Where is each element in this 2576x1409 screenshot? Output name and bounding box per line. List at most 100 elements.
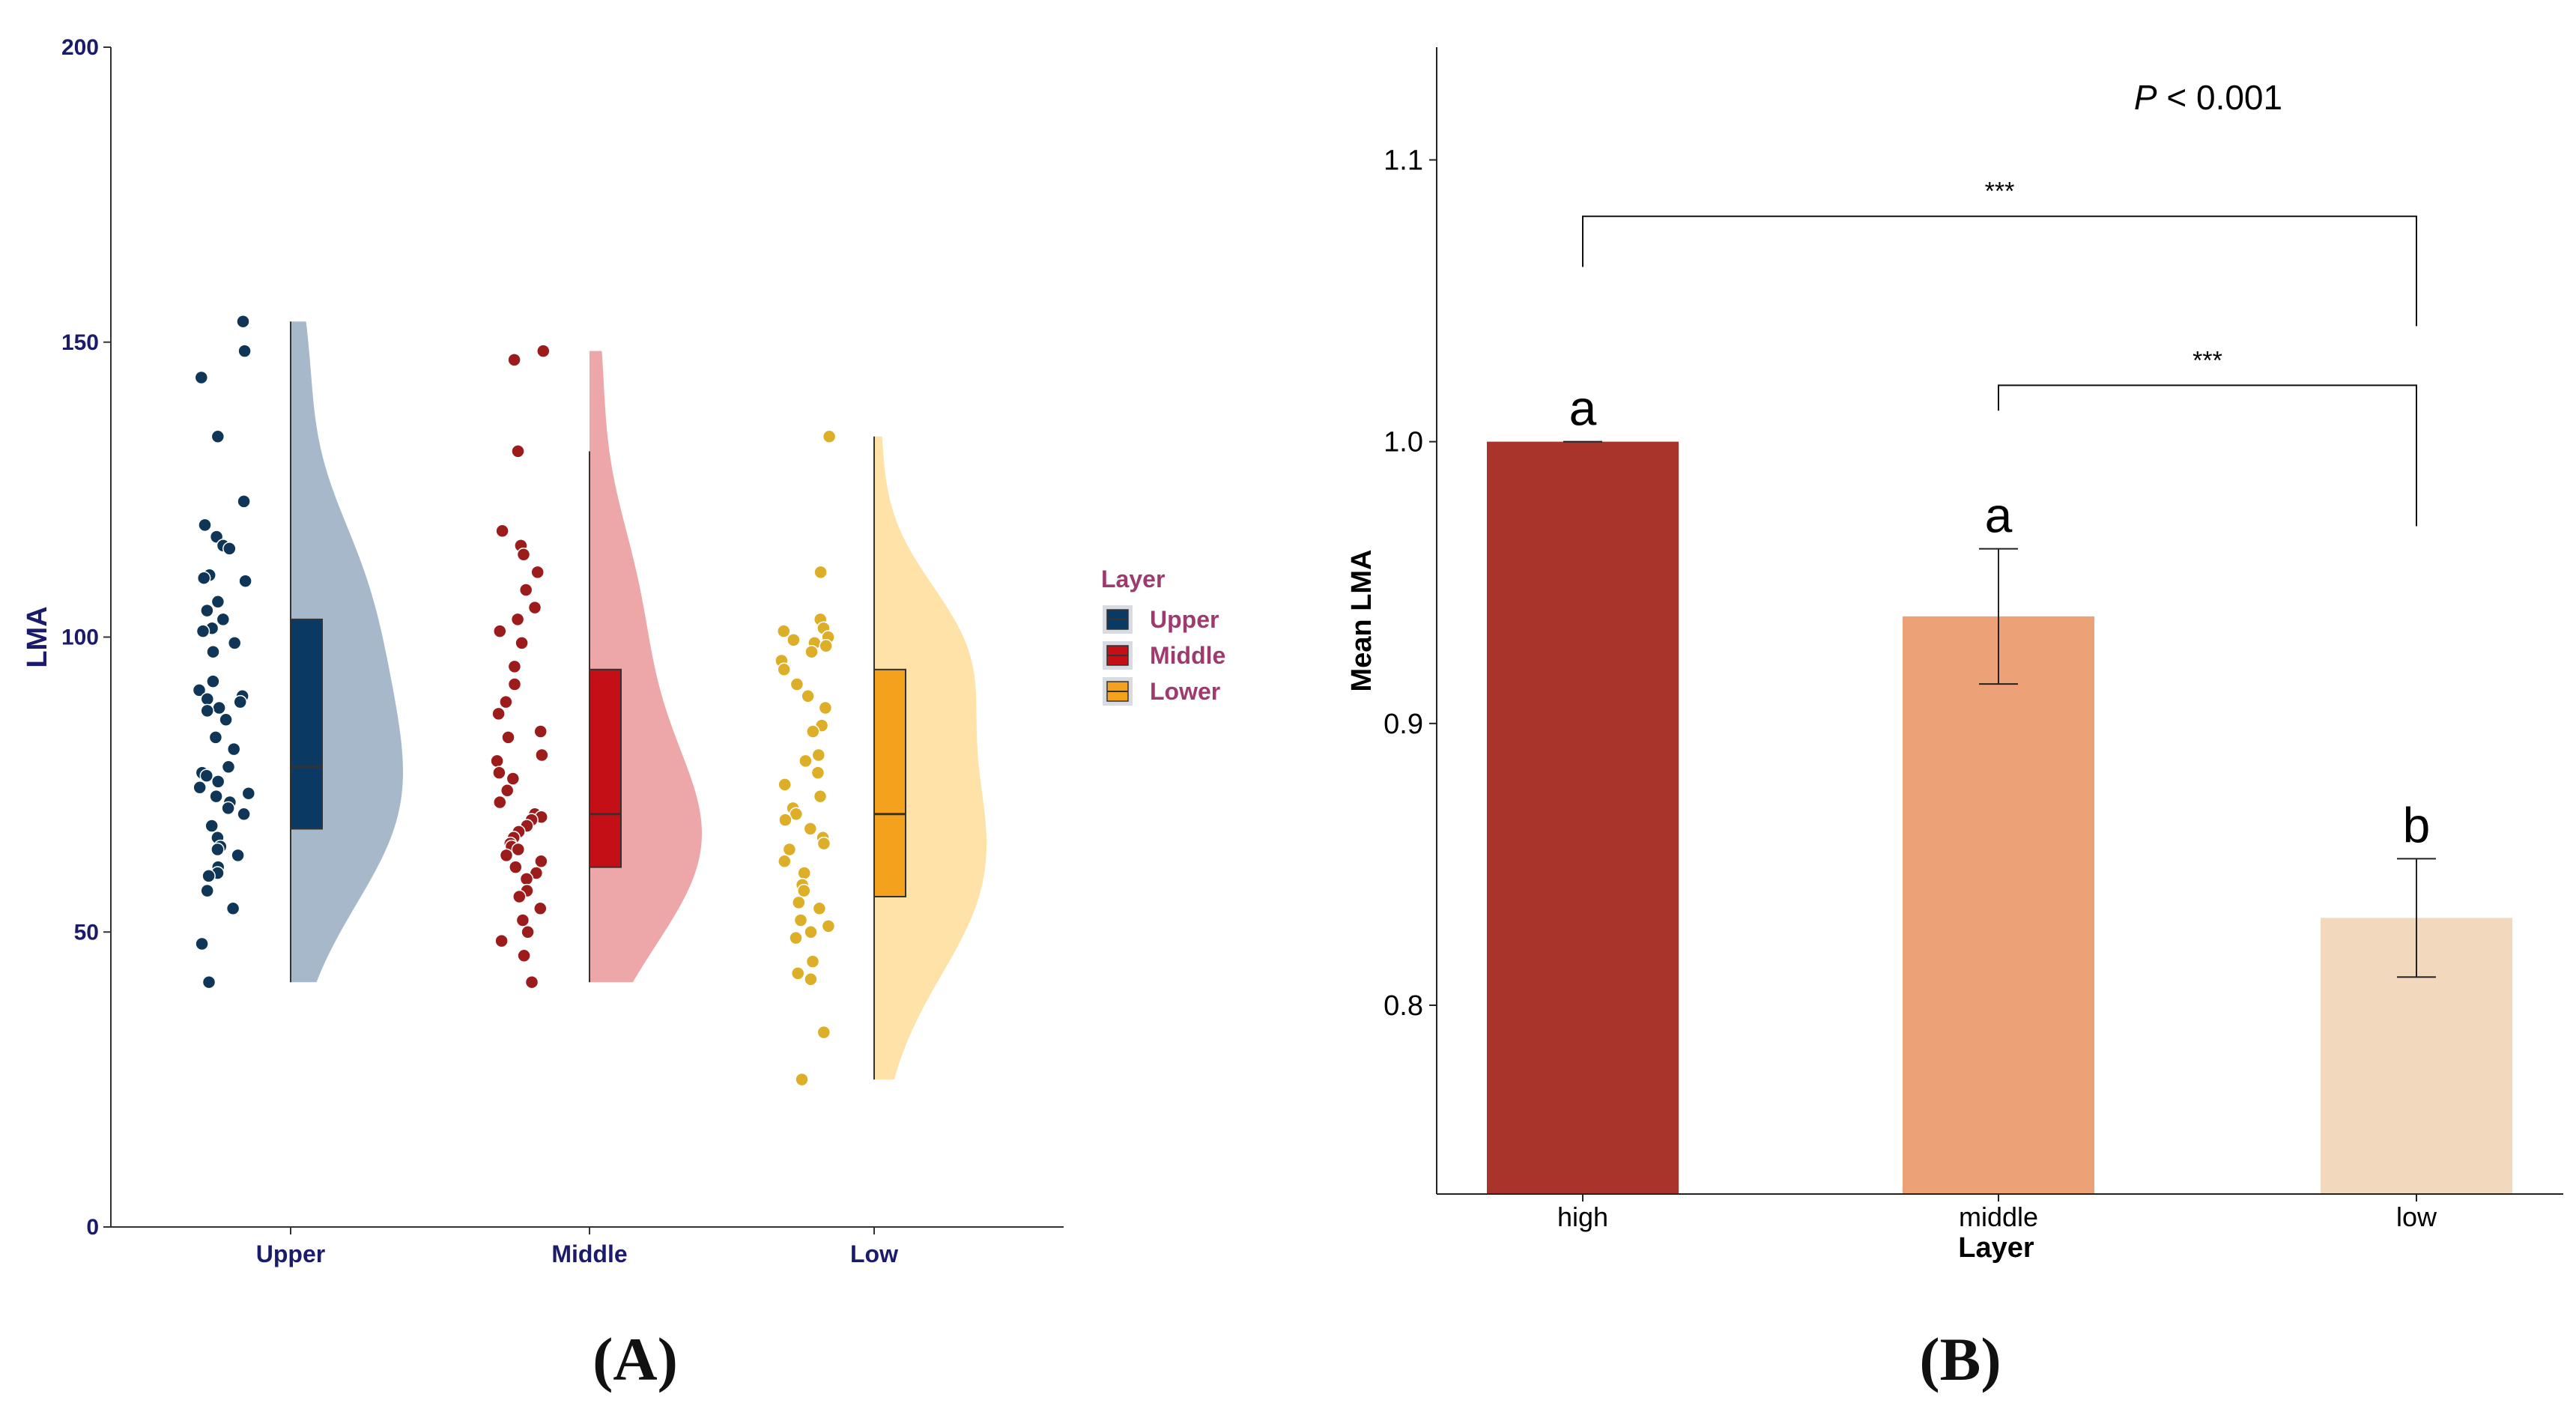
a-y-tick-label-50: 50 <box>74 920 99 945</box>
a-point-low-38 <box>789 930 803 945</box>
a-point-upper-26 <box>219 712 233 727</box>
b-bar-middle <box>1903 616 2094 1194</box>
b-bar-high <box>1487 441 1679 1194</box>
a-point-upper-25 <box>200 703 214 718</box>
a-point-middle-11 <box>515 636 529 650</box>
panel-a-raincloud-chart: Upper Middle Low 0 50 100 150 200 LMA Layer Uppe… <box>22 35 1225 1393</box>
a-point-upper-27 <box>208 730 223 745</box>
a-point-upper-33 <box>193 781 207 795</box>
a-point-middle-14 <box>499 694 513 709</box>
a-y-tick-label-0: 0 <box>86 1215 99 1240</box>
a-point-low-41 <box>804 972 818 987</box>
a-point-upper-19 <box>206 674 220 688</box>
a-point-upper-22 <box>200 691 215 706</box>
a-point-middle-2 <box>511 444 525 458</box>
b-p-value-annotation: P < 0.001 <box>2134 78 2282 117</box>
a-point-upper-49 <box>195 936 209 951</box>
a-point-middle-33 <box>499 848 514 863</box>
a-point-low-6 <box>787 633 801 647</box>
b-bar-layer <box>1487 441 2512 1194</box>
a-point-low-35 <box>793 913 808 927</box>
a-point-low-12 <box>790 677 804 691</box>
b-p-threshold: < 0.001 <box>2157 78 2283 117</box>
a-y-tick-label-150: 150 <box>61 330 99 355</box>
a-legend-label-lower: Lower <box>1150 678 1220 705</box>
a-point-middle-13 <box>507 677 522 691</box>
b-sig-bracket-1 <box>1998 384 2417 527</box>
a-x-tick-label-middle: Middle <box>551 1240 627 1267</box>
a-point-middle-41 <box>515 913 530 927</box>
a-point-upper-35 <box>209 789 223 804</box>
a-point-upper-24 <box>212 700 226 715</box>
a-point-middle-5 <box>516 548 531 562</box>
a-point-low-20 <box>778 778 792 792</box>
a-point-middle-32 <box>511 842 526 857</box>
a-density-low <box>874 436 987 1080</box>
a-point-upper-12 <box>210 595 225 609</box>
b-letter-high: a <box>1569 381 1597 436</box>
a-point-middle-37 <box>519 872 534 886</box>
a-point-upper-8 <box>222 542 237 556</box>
a-point-upper-13 <box>200 603 214 618</box>
a-y-axis-label: LMA <box>22 606 53 667</box>
a-point-middle-16 <box>533 724 548 739</box>
a-point-upper-0 <box>236 314 250 329</box>
a-point-low-21 <box>813 789 828 804</box>
a-point-low-39 <box>805 954 820 969</box>
b-axes: high middle low 0.8 0.9 1.0 1.1 <box>1384 47 2563 1232</box>
a-x-tick-label-low: Low <box>850 1240 898 1267</box>
a-point-upper-50 <box>201 975 216 990</box>
a-box-layer <box>290 321 906 1080</box>
a-point-low-27 <box>816 836 831 851</box>
b-sig-label-0: *** <box>1985 178 2015 206</box>
b-y-axis-label: Mean LMA <box>1346 550 1378 692</box>
a-legend-label-upper: Upper <box>1150 606 1219 633</box>
a-point-middle-7 <box>518 583 533 597</box>
a-point-upper-48 <box>225 901 240 916</box>
a-point-low-43 <box>795 1072 809 1087</box>
a-point-middle-43 <box>494 933 509 948</box>
b-sig-bracket-0 <box>1582 215 2417 327</box>
a-point-low-40 <box>790 966 805 981</box>
a-point-middle-3 <box>495 524 509 539</box>
a-point-middle-40 <box>533 901 548 916</box>
a-point-upper-3 <box>210 429 225 444</box>
a-point-low-23 <box>789 807 804 822</box>
panel-a-label: (A) <box>593 1325 678 1393</box>
a-point-low-42 <box>816 1025 831 1040</box>
a-point-low-37 <box>804 925 818 939</box>
a-point-low-30 <box>797 866 811 880</box>
a-point-upper-23 <box>233 694 247 709</box>
a-point-low-34 <box>812 901 827 916</box>
a-point-middle-19 <box>490 754 504 769</box>
a-point-middle-10 <box>493 624 507 638</box>
a-box-upper <box>290 618 323 830</box>
b-x-tick-label-low: low <box>2396 1202 2437 1232</box>
a-point-low-36 <box>821 919 836 933</box>
a-point-middle-6 <box>530 565 545 580</box>
a-point-middle-12 <box>507 659 522 674</box>
a-point-middle-0 <box>536 344 551 358</box>
a-point-upper-28 <box>226 742 241 757</box>
a-point-upper-37 <box>221 801 235 816</box>
a-point-middle-22 <box>500 784 515 798</box>
a-legend: Layer Upper Middle Lower <box>1101 566 1225 706</box>
a-point-middle-35 <box>509 860 523 874</box>
a-point-low-24 <box>778 813 793 827</box>
a-point-upper-46 <box>201 869 216 883</box>
a-point-low-8 <box>819 639 833 653</box>
a-point-low-11 <box>777 662 791 677</box>
a-point-upper-16 <box>196 624 210 638</box>
a-box-low <box>873 668 906 897</box>
a-point-upper-14 <box>216 612 231 627</box>
a-point-middle-17 <box>501 730 515 745</box>
b-error-bar-layer <box>1563 440 2436 978</box>
a-point-upper-11 <box>238 574 252 588</box>
a-point-low-13 <box>801 689 815 703</box>
b-x-tick-label-high: high <box>1557 1202 1608 1232</box>
a-point-upper-2 <box>194 370 209 385</box>
b-y-tick-label-3: 1.1 <box>1384 145 1423 176</box>
a-point-low-33 <box>792 895 806 910</box>
a-point-upper-43 <box>231 848 245 863</box>
